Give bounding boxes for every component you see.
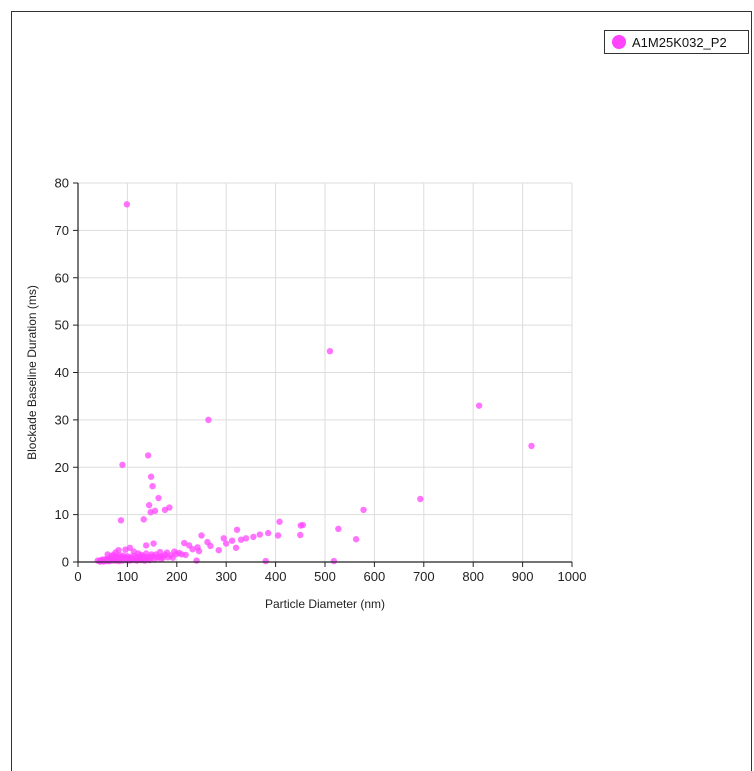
legend-marker-icon: [612, 35, 626, 49]
y-tick-label: 10: [55, 507, 69, 522]
y-axis-ticks: 0 10 20 30 40 50 60 70 80: [55, 176, 78, 570]
data-point: [264, 529, 272, 537]
x-tick-label: 300: [215, 569, 237, 584]
data-point: [119, 461, 126, 469]
data-point: [237, 536, 245, 543]
y-tick-label: 70: [55, 223, 69, 238]
data-point: [151, 556, 158, 563]
data-point: [297, 531, 304, 539]
data-point: [140, 516, 147, 523]
chart-panel: [11, 11, 752, 771]
x-tick-label: 1000: [558, 569, 587, 584]
data-point: [147, 473, 155, 480]
data-point: [250, 533, 257, 541]
y-tick-label: 0: [62, 555, 69, 570]
data-point: [330, 557, 338, 565]
data-point: [149, 483, 156, 490]
data-point: [189, 546, 196, 553]
legend: A1M25K032_P2: [604, 30, 749, 54]
data-point: [326, 347, 334, 355]
data-point: [204, 538, 211, 546]
data-point: [335, 525, 342, 533]
data-point: [232, 544, 240, 551]
data-point: [142, 542, 150, 549]
data-point: [193, 557, 200, 564]
x-tick-label: 900: [512, 569, 534, 584]
data-point: [117, 517, 125, 524]
x-axis-ticks: 0 100 200 300 400 500 600 700 800 900 1000: [74, 562, 586, 584]
y-tick-label: 50: [55, 318, 69, 333]
data-point: [151, 507, 159, 515]
data-point: [228, 537, 236, 544]
data-point: [123, 201, 131, 208]
y-tick-label: 60: [55, 270, 69, 285]
x-tick-label: 100: [117, 569, 139, 584]
data-point: [157, 555, 165, 563]
data-point: [150, 540, 157, 547]
x-tick-label: 200: [166, 569, 188, 584]
data-point: [297, 522, 304, 529]
data-point: [417, 495, 424, 503]
data-point: [528, 442, 535, 450]
data-point: [220, 535, 227, 542]
data-points: [94, 201, 535, 565]
y-tick-label: 20: [55, 460, 69, 475]
data-point: [360, 506, 367, 514]
data-point: [233, 526, 241, 533]
x-tick-label: 800: [462, 569, 484, 584]
data-point: [155, 494, 162, 502]
data-point: [115, 546, 122, 554]
y-tick-label: 40: [55, 365, 69, 380]
data-point: [122, 546, 129, 553]
data-point: [262, 557, 269, 565]
x-tick-label: 700: [413, 569, 435, 584]
data-point: [242, 535, 250, 542]
data-point: [352, 536, 360, 543]
data-point: [161, 506, 169, 514]
x-tick-label: 600: [364, 569, 386, 584]
data-point: [215, 546, 222, 554]
x-tick-label: 500: [314, 569, 336, 584]
data-point: [475, 402, 483, 409]
data-point: [164, 554, 172, 561]
data-point: [182, 551, 189, 559]
data-point: [181, 539, 188, 547]
x-axis-title: Particle Diameter (nm): [265, 597, 385, 611]
y-tick-label: 80: [55, 176, 69, 191]
x-tick-label: 400: [265, 569, 287, 584]
data-point: [145, 501, 153, 509]
data-point: [169, 554, 177, 561]
legend-label: A1M25K032_P2: [632, 34, 727, 50]
y-tick-label: 30: [55, 412, 69, 427]
data-point: [256, 531, 263, 538]
data-point: [198, 532, 205, 539]
data-point: [195, 547, 203, 555]
data-point: [274, 532, 282, 539]
data-point: [276, 518, 283, 525]
data-point: [144, 452, 152, 459]
y-axis-title: Blockade Baseline Duration (ms): [25, 285, 39, 460]
data-point: [223, 540, 230, 547]
data-point: [205, 416, 212, 424]
x-tick-label: 0: [74, 569, 81, 584]
